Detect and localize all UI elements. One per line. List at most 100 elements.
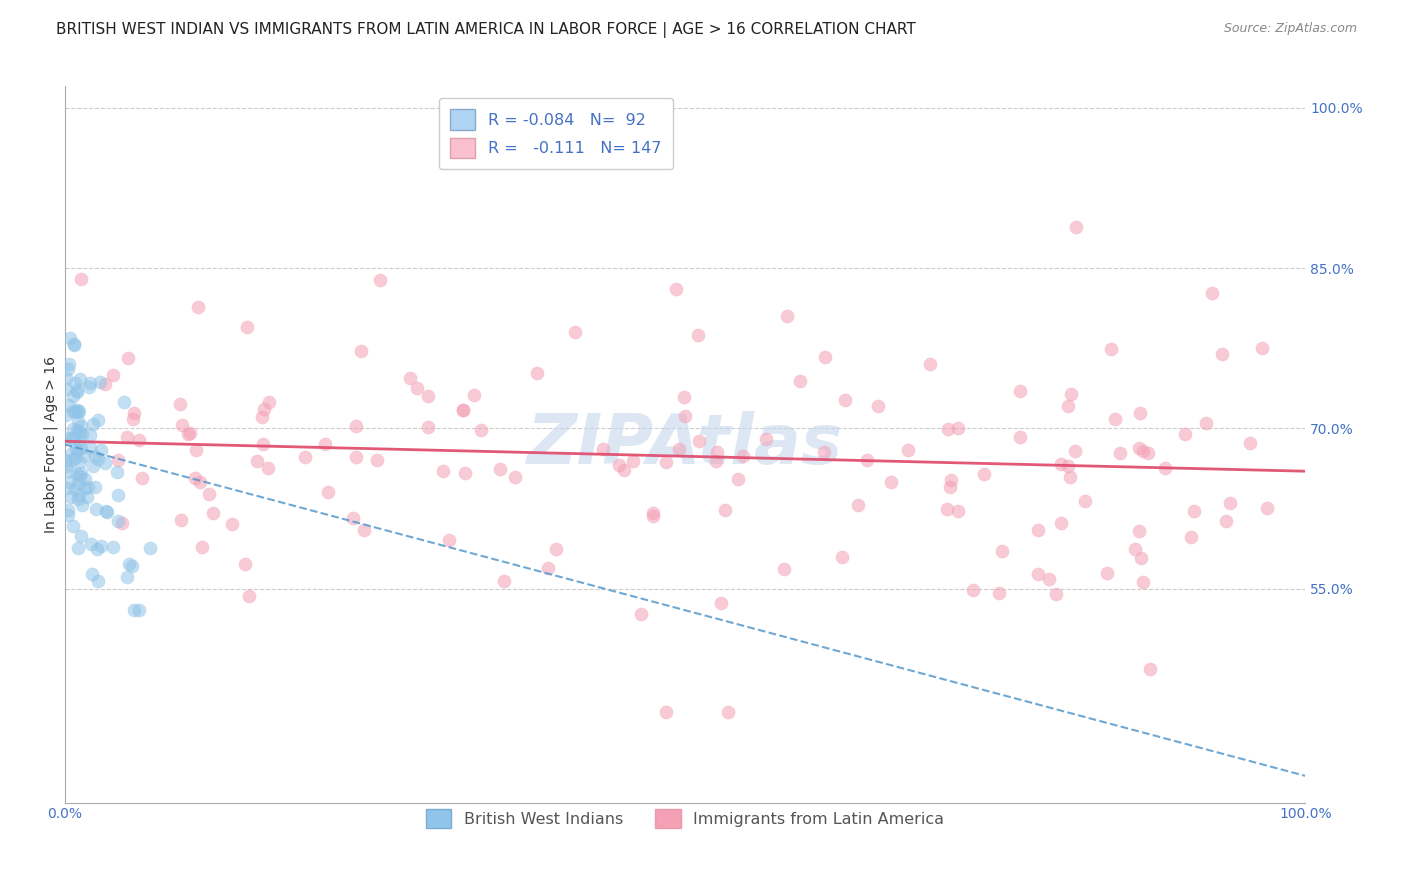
Point (62, 404, 84, 418)
Point (58, 398, 80, 412)
Point (353, 523, 375, 537)
Point (55, 481, 77, 495)
Point (66, 443, 89, 458)
Point (855, 453, 877, 467)
Point (503, 470, 526, 484)
Point (630, 607, 652, 621)
Point (188, 475, 211, 489)
Point (1215, 514, 1237, 528)
Point (87, 413, 110, 427)
Point (366, 453, 388, 467)
Point (706, 444, 728, 458)
Point (936, 422, 959, 436)
Point (94, 504, 117, 518)
Point (62, 431, 84, 445)
Point (432, 463, 454, 477)
Point (1256, 500, 1278, 515)
Point (128, 603, 150, 617)
Point (789, 374, 811, 388)
Point (55, 458, 77, 473)
Point (733, 449, 755, 463)
Point (564, 325, 586, 339)
Point (1074, 494, 1097, 508)
Point (846, 499, 869, 513)
Point (238, 589, 260, 603)
Point (111, 516, 134, 530)
Point (66, 476, 89, 491)
Point (186, 443, 208, 458)
Point (344, 450, 367, 464)
Point (101, 368, 124, 383)
Point (66, 491, 89, 506)
Point (938, 479, 960, 493)
Point (69, 468, 91, 483)
Point (56, 362, 79, 376)
Point (70, 498, 93, 512)
Point (1195, 417, 1218, 431)
Point (96, 505, 118, 519)
Point (66, 384, 89, 399)
Point (177, 426, 200, 441)
Point (103, 540, 125, 554)
Point (834, 393, 856, 408)
Point (112, 394, 135, 409)
Point (673, 390, 696, 404)
Point (592, 442, 614, 456)
Point (65, 405, 87, 419)
Point (63, 336, 86, 351)
Point (655, 705, 678, 719)
Point (67, 541, 90, 555)
Point (451, 402, 474, 417)
Point (122, 406, 145, 420)
Point (668, 442, 690, 457)
Point (1064, 443, 1087, 458)
Point (1123, 542, 1146, 557)
Point (79, 428, 101, 442)
Point (1180, 531, 1202, 545)
Point (115, 430, 138, 444)
Point (1219, 496, 1241, 510)
Point (121, 558, 143, 573)
Point (221, 517, 243, 532)
Point (66, 403, 89, 417)
Point (55, 408, 77, 422)
Point (131, 470, 153, 484)
Point (1104, 412, 1126, 426)
Point (488, 461, 510, 475)
Point (65, 384, 87, 398)
Point (257, 461, 280, 475)
Point (82, 458, 104, 473)
Point (67, 404, 90, 418)
Point (90, 442, 112, 457)
Point (70, 466, 93, 480)
Point (77, 480, 100, 494)
Point (526, 366, 548, 380)
Point (544, 542, 567, 557)
Y-axis label: In Labor Force | Age > 16: In Labor Force | Age > 16 (44, 356, 58, 533)
Point (1026, 567, 1049, 582)
Point (79, 441, 101, 455)
Point (191, 540, 214, 554)
Point (1211, 347, 1233, 361)
Point (962, 582, 984, 597)
Point (866, 399, 889, 413)
Point (69, 372, 91, 386)
Point (988, 586, 1011, 600)
Point (1154, 460, 1177, 475)
Point (115, 570, 138, 584)
Point (418, 420, 440, 434)
Point (755, 433, 778, 447)
Point (56, 503, 79, 517)
Point (470, 423, 492, 437)
Point (94, 456, 117, 470)
Point (253, 402, 276, 417)
Point (79, 376, 101, 390)
Point (59, 490, 82, 504)
Point (70, 272, 93, 286)
Point (1038, 572, 1060, 586)
Point (233, 558, 256, 572)
Point (1050, 516, 1073, 531)
Point (67, 405, 90, 419)
Point (935, 501, 957, 516)
Point (831, 549, 853, 564)
